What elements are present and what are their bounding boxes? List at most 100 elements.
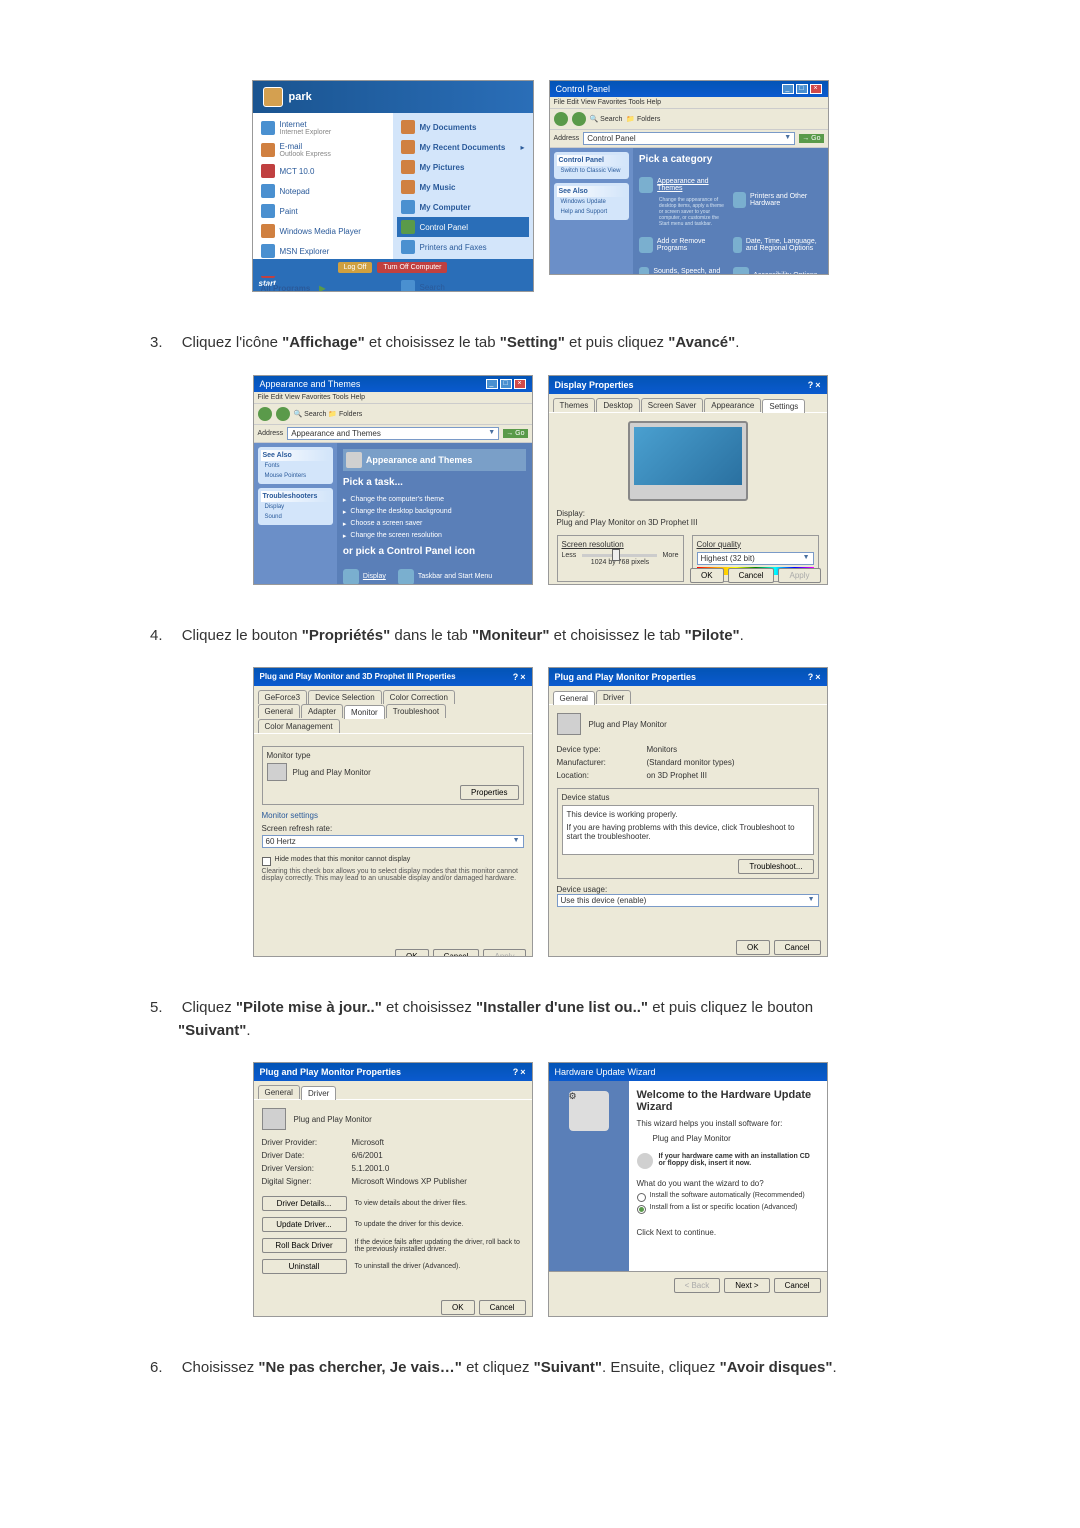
resolution-slider[interactable] [582, 554, 656, 557]
tab-colormgmt[interactable]: Color Management [258, 719, 340, 733]
tab-driver[interactable]: Driver [301, 1086, 336, 1100]
internet-item[interactable]: InternetInternet Explorer [257, 117, 389, 139]
tab-geforce[interactable]: GeForce3 [258, 690, 308, 704]
cat-appearance[interactable]: Appearance and Themes [639, 177, 727, 193]
cat-sounds[interactable]: Sounds, Speech, and Audio Devices [639, 267, 727, 275]
music-item[interactable]: My Music [397, 177, 529, 197]
usage-dropdown[interactable]: Use this device (enable)▼ [557, 894, 819, 907]
tab-general[interactable]: General [258, 1085, 300, 1099]
all-programs-item[interactable]: All Programs▶ [257, 281, 389, 292]
cancel-button[interactable]: Cancel [479, 1300, 526, 1315]
monitor-preview [628, 421, 748, 501]
tab-colorcorr[interactable]: Color Correction [383, 690, 455, 704]
winupdate-link[interactable]: Windows Update [557, 197, 626, 207]
task-bg[interactable]: ▸Change the desktop background [343, 508, 526, 516]
ok-button[interactable]: OK [736, 940, 770, 955]
cat-regional[interactable]: Date, Time, Language, and Regional Optio… [733, 237, 821, 253]
task-res[interactable]: ▸Change the screen resolution [343, 532, 526, 540]
tab-appearance[interactable]: Appearance [704, 398, 761, 412]
close-button[interactable]: × [810, 84, 822, 94]
ok-button[interactable]: OK [441, 1300, 475, 1315]
tab-driver[interactable]: Driver [596, 690, 631, 704]
tab-adapter[interactable]: Adapter [301, 704, 343, 718]
cancel-button[interactable]: Cancel [774, 940, 821, 955]
menubar[interactable]: File Edit View Favorites Tools Help [550, 97, 828, 109]
apply-button[interactable]: Apply [483, 949, 525, 957]
help-link[interactable]: Help and Support [557, 207, 626, 217]
back-button[interactable] [554, 112, 568, 126]
turnoff-button[interactable]: Turn Off Computer [377, 262, 447, 273]
radio-list[interactable] [637, 1205, 646, 1214]
paint-item[interactable]: Paint [257, 201, 389, 221]
address-input[interactable]: Control Panel▼ [583, 132, 795, 145]
printers-item[interactable]: Printers and Faxes [397, 237, 529, 257]
taskbar-icon[interactable]: Taskbar and Start Menu [398, 569, 492, 585]
display-icon[interactable]: Display [343, 569, 386, 585]
close-button[interactable]: × [815, 380, 820, 390]
maximize-button[interactable]: □ [796, 84, 808, 94]
folders-icon[interactable]: 📁 Folders [626, 115, 660, 123]
hide-modes-checkbox[interactable] [262, 857, 271, 866]
troubleshoot-button[interactable]: Troubleshoot... [738, 859, 813, 874]
driver-details-button[interactable]: Driver Details... [262, 1196, 347, 1211]
tab-themes[interactable]: Themes [553, 398, 596, 412]
email-item[interactable]: E-mailOutlook Express [257, 139, 389, 161]
next-button[interactable]: Next > [724, 1278, 769, 1293]
cancel-button[interactable]: Cancel [433, 949, 480, 957]
ok-button[interactable]: OK [690, 568, 724, 583]
radio-auto[interactable] [637, 1193, 646, 1202]
cat-accessibility[interactable]: Accessibility Options [733, 267, 821, 275]
tab-devsel[interactable]: Device Selection [308, 690, 382, 704]
tab-desktop[interactable]: Desktop [596, 398, 639, 412]
task-ss[interactable]: ▸Choose a screen saver [343, 520, 526, 528]
properties-button[interactable]: Properties [460, 785, 518, 800]
logoff-button[interactable]: Log Off [338, 262, 373, 273]
tab-monitor[interactable]: Monitor [344, 705, 385, 719]
refresh-rate-dropdown[interactable]: 60 Hertz▼ [262, 835, 524, 848]
back-button[interactable] [258, 407, 272, 421]
notepad-item[interactable]: Notepad [257, 181, 389, 201]
task-theme[interactable]: ▸Change the computer's theme [343, 496, 526, 504]
search-item[interactable]: Search [397, 277, 529, 292]
tab-screensaver[interactable]: Screen Saver [641, 398, 703, 412]
color-quality-dropdown[interactable]: Highest (32 bit)▼ [697, 552, 814, 565]
ok-button[interactable]: OK [395, 949, 429, 957]
tab-troubleshoot[interactable]: Troubleshoot [386, 704, 446, 718]
back-button[interactable]: < Back [674, 1278, 721, 1293]
pictures-item[interactable]: My Pictures [397, 157, 529, 177]
wizard-title: Hardware Update Wizard [555, 1067, 656, 1077]
search-icon[interactable]: 🔍 Search [590, 115, 623, 123]
mct-item[interactable]: MCT 10.0 [257, 161, 389, 181]
switch-view-link[interactable]: Switch to Classic View [557, 166, 626, 176]
display-category-icon [346, 452, 362, 468]
update-driver-button[interactable]: Update Driver... [262, 1217, 347, 1232]
screenshot-row-4: Plug and Play Monitor Properties ?× Gene… [150, 1062, 930, 1317]
go-button[interactable]: → Go [799, 134, 823, 143]
hardware-wizard: Hardware Update Wizard ⚙ Welcome to the … [548, 1062, 828, 1317]
cat-printers[interactable]: Printers and Other Hardware [733, 177, 821, 223]
apply-button[interactable]: Apply [778, 568, 820, 583]
help-button[interactable]: ? [808, 380, 814, 390]
forward-button[interactable] [572, 112, 586, 126]
cancel-button[interactable]: Cancel [728, 568, 775, 583]
control-panel-item[interactable]: Control Panel [397, 217, 529, 237]
rollback-driver-button[interactable]: Roll Back Driver [262, 1238, 347, 1253]
tab-general[interactable]: General [258, 704, 300, 718]
tab-general[interactable]: General [553, 691, 595, 705]
msn-item[interactable]: MSN Explorer [257, 241, 389, 261]
tab-settings[interactable]: Settings [762, 399, 805, 413]
uninstall-button[interactable]: Uninstall [262, 1259, 347, 1274]
forward-button[interactable] [276, 407, 290, 421]
mycomputer-item[interactable]: My Computer [397, 197, 529, 217]
monitor-icon [262, 1108, 286, 1130]
start-menu-footer: Log Off Turn Off Computer [253, 259, 533, 276]
cancel-button[interactable]: Cancel [774, 1278, 821, 1293]
pnp-monitor-properties: Plug and Play Monitor Properties ?× Gene… [548, 667, 828, 957]
mydocs-item[interactable]: My Documents [397, 117, 529, 137]
display-properties-dialog: Display Properties ?× Themes Desktop Scr… [548, 375, 828, 585]
wmp-item[interactable]: Windows Media Player [257, 221, 389, 241]
cat-addremove[interactable]: Add or Remove Programs [639, 237, 727, 253]
dialog-title: Plug and Play Monitor Properties [260, 1067, 402, 1077]
recent-item[interactable]: My Recent Documents▸ [397, 137, 529, 157]
minimize-button[interactable]: _ [782, 84, 794, 94]
